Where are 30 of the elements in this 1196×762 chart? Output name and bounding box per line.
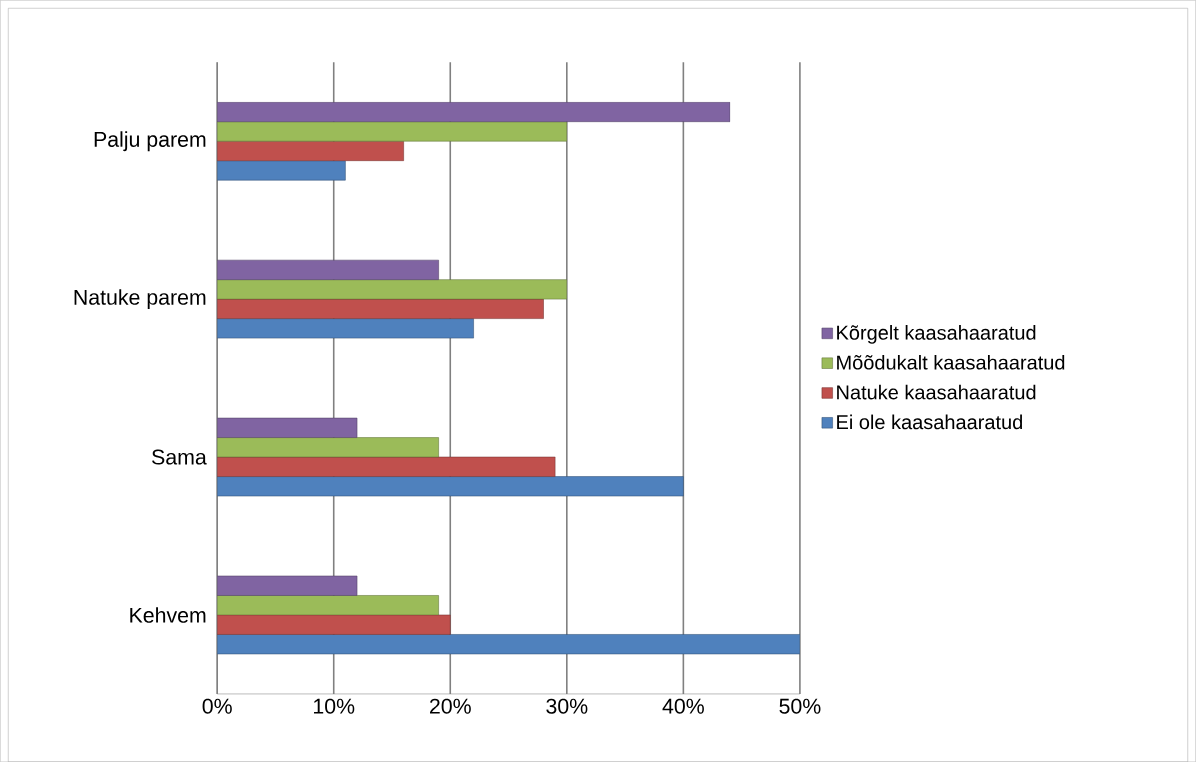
bar <box>217 140 404 161</box>
bar <box>217 318 474 339</box>
bar <box>217 160 346 181</box>
bar <box>217 614 451 635</box>
bar <box>217 298 544 319</box>
x-tick-label: 0% <box>202 698 232 714</box>
y-tick-label: Palju parem <box>94 131 206 152</box>
bar <box>217 101 731 122</box>
x-tick-label: 30% <box>546 698 588 714</box>
legend-label: Mõõdukalt kaasahaaratud <box>837 354 1065 370</box>
legend-label: Kõrgelt kaasahaaratud <box>837 325 1036 344</box>
bar <box>217 476 684 497</box>
legend-label: Natuke kaasahaaratud <box>837 384 1036 400</box>
bar <box>217 437 439 458</box>
x-tick-label: 20% <box>430 698 471 714</box>
bar <box>217 634 800 655</box>
x-tick-label: 40% <box>662 698 704 714</box>
bar <box>217 417 358 438</box>
y-tick-label: Natuke parem <box>74 289 206 309</box>
bar <box>217 456 556 477</box>
bar <box>217 121 568 142</box>
y-tick-label: Sama <box>152 449 207 465</box>
x-tick-label: 50% <box>779 698 821 714</box>
x-tick-label: 10% <box>314 698 355 714</box>
bar <box>217 595 439 616</box>
y-tick-label: Kehvem <box>130 607 206 623</box>
bar <box>217 259 439 280</box>
legend-label: Ei ole kaasahaaratud <box>837 414 1022 430</box>
bar <box>217 575 358 596</box>
bar <box>217 279 568 300</box>
